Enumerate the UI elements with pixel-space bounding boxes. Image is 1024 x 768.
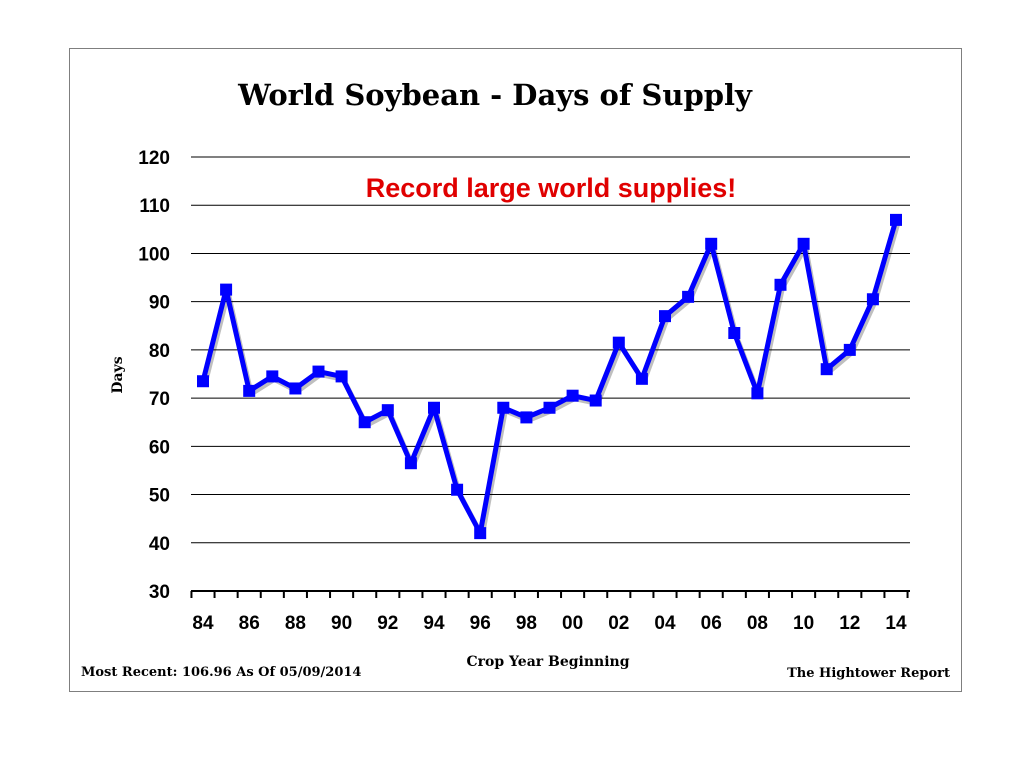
data-point-marker: [728, 327, 741, 340]
data-point-marker: [890, 213, 902, 226]
data-point-marker: [797, 237, 810, 250]
data-point-marker: [520, 411, 533, 424]
y-tick-label: 40: [149, 534, 170, 555]
footer-most-recent: Most Recent: 106.96 As Of 05/09/2014: [81, 665, 361, 680]
chart-annotation: Record large world supplies!: [366, 173, 737, 203]
x-tick-label: 84: [192, 613, 214, 634]
data-point-marker: [451, 483, 464, 496]
y-axis-label: Days: [110, 356, 126, 393]
y-tick-label: 80: [149, 341, 170, 362]
data-point-marker: [751, 387, 764, 400]
y-tick-label: 30: [149, 582, 170, 603]
data-point-marker: [289, 382, 302, 395]
data-point-marker: [635, 372, 648, 385]
data-point-marker: [266, 370, 279, 383]
y-tick-label: 60: [149, 437, 170, 458]
series-days-of-supply: [197, 213, 902, 540]
x-tick-label: 06: [701, 613, 722, 634]
x-tick-label: 14: [885, 613, 907, 634]
y-tick-label: 90: [149, 293, 170, 314]
data-point-marker: [312, 365, 325, 378]
x-tick-label: 98: [516, 613, 537, 634]
x-tick-label: 00: [562, 613, 583, 634]
data-point-marker: [659, 310, 671, 323]
y-tick-label: 120: [138, 148, 170, 169]
y-tick-label: 100: [138, 244, 170, 265]
x-tick-label: 10: [793, 613, 814, 634]
data-point-marker: [774, 278, 787, 291]
x-tick-label: 94: [423, 613, 445, 634]
x-tick-label: 88: [285, 613, 306, 634]
data-point-marker: [682, 290, 695, 303]
x-tick-label: 90: [331, 613, 352, 634]
chart-frame: World Soybean - Days of Supply 30 40 50 60 7…: [69, 48, 962, 692]
data-point-marker: [705, 237, 718, 250]
x-tick-labels: 84 86 88 90 92 94 96 98 00 02 04 06 08 10 12 14: [192, 613, 907, 634]
x-tick-label: 04: [654, 613, 676, 634]
data-point-marker: [820, 363, 833, 376]
data-point-marker: [220, 283, 233, 296]
data-point-marker: [543, 401, 556, 414]
y-tick-label: 70: [149, 389, 170, 410]
data-point-marker: [197, 375, 209, 388]
x-tick-label: 12: [839, 613, 860, 634]
gridlines: [191, 156, 910, 544]
footer-source: The Hightower Report: [787, 666, 950, 681]
data-point-marker: [566, 389, 579, 402]
x-tick-label: 96: [470, 613, 491, 634]
data-point-marker: [497, 401, 510, 414]
series-line: [200, 219, 899, 536]
data-point-marker: [589, 394, 602, 407]
x-tick-label: 08: [747, 613, 768, 634]
data-point-marker: [843, 343, 856, 356]
data-point-marker: [358, 416, 371, 429]
y-tick-label: 110: [139, 196, 170, 217]
chart-title: World Soybean - Days of Supply: [237, 78, 753, 112]
y-tick-label: 50: [149, 486, 170, 507]
data-point-marker: [243, 384, 256, 397]
data-point-marker: [866, 293, 879, 306]
x-axis: [190, 590, 910, 598]
y-tick-labels: 30 40 50 60 70 80 90 100 110 120: [138, 148, 170, 603]
data-point-marker: [335, 370, 348, 383]
x-tick-label: 92: [377, 613, 398, 634]
data-point-marker: [404, 457, 417, 470]
data-point-marker: [612, 336, 625, 349]
data-point-marker: [428, 401, 440, 414]
data-point-marker: [474, 527, 487, 540]
data-point-marker: [381, 404, 394, 417]
x-tick-label: 02: [608, 613, 629, 634]
x-axis-label: Crop Year Beginning: [466, 654, 629, 670]
line-chart: World Soybean - Days of Supply 30 40 50 60 7…: [81, 78, 950, 681]
x-tick-label: 86: [239, 613, 260, 634]
